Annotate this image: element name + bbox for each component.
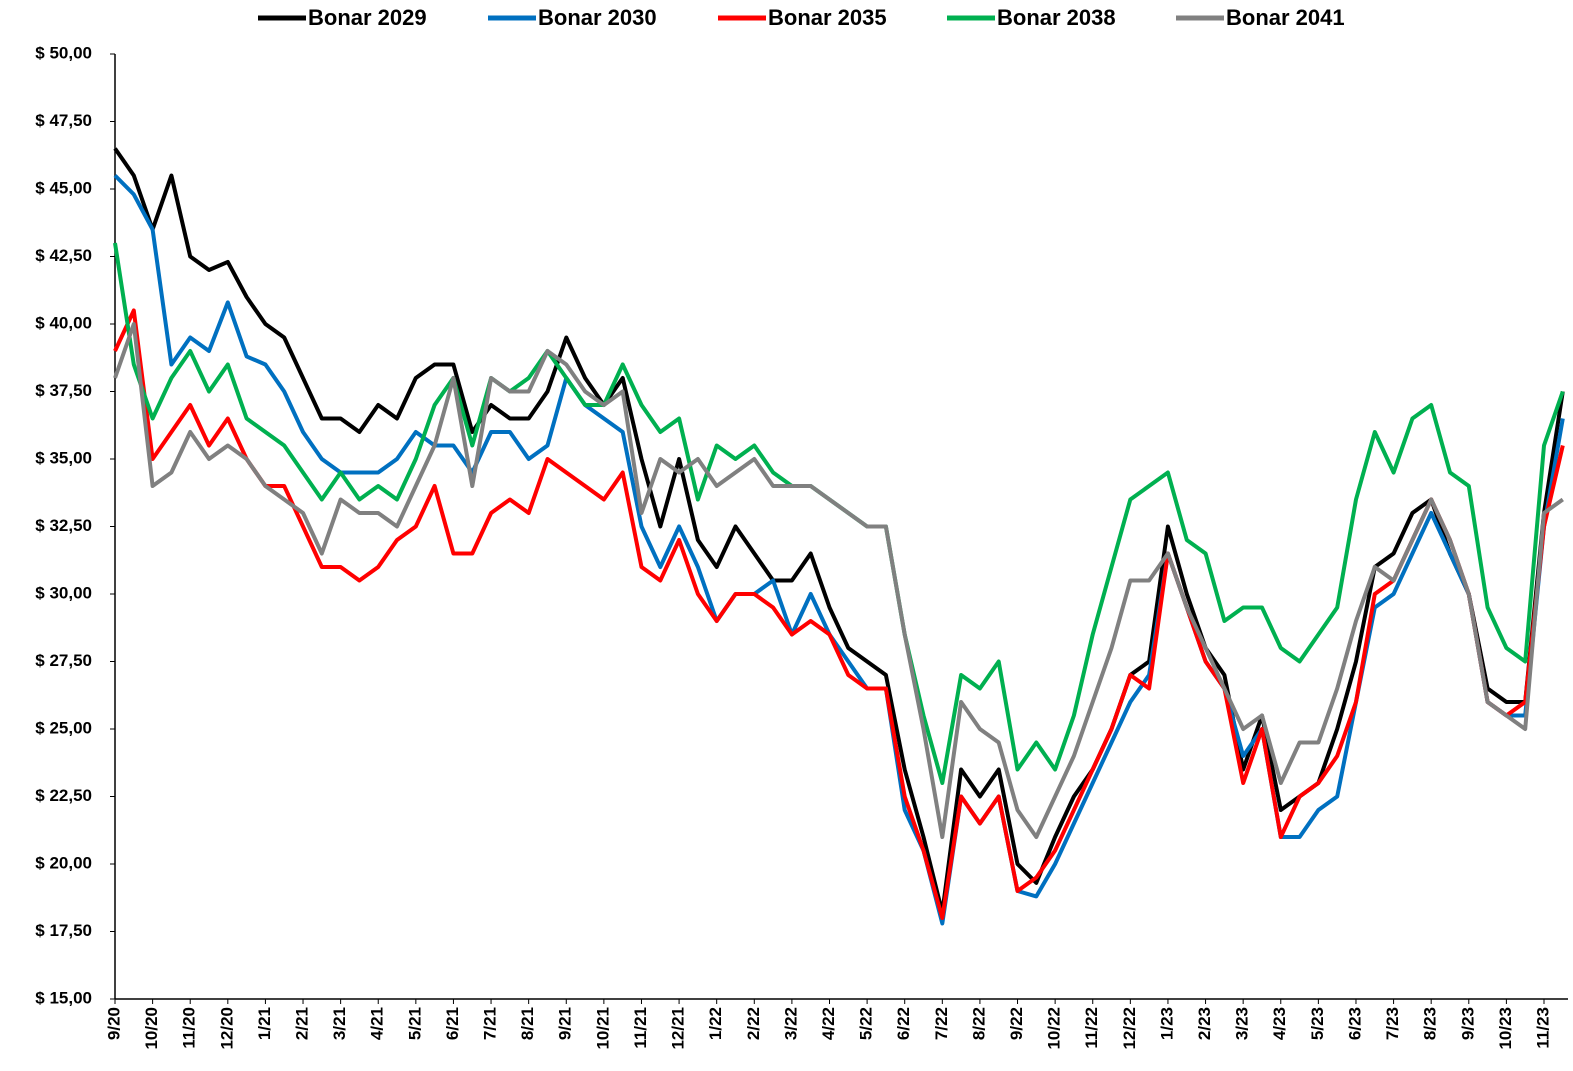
x-tick-label: 1/23 (1157, 1007, 1176, 1040)
y-tick-label: $ 47,50 (35, 111, 92, 130)
x-tick-label: 7/23 (1383, 1007, 1402, 1040)
x-tick-label: 5/21 (405, 1007, 424, 1040)
x-tick-label: 6/23 (1345, 1007, 1364, 1040)
x-tick-label: 2/22 (744, 1007, 763, 1040)
y-tick-label: $ 20,00 (35, 853, 92, 872)
legend-label: Bonar 2029 (308, 5, 427, 30)
y-tick-label: $ 32,50 (35, 516, 92, 535)
y-tick-label: $ 25,00 (35, 718, 92, 737)
y-tick-label: $ 35,00 (35, 448, 92, 467)
x-tick-label: 12/21 (669, 1007, 688, 1050)
x-tick-label: 10/20 (142, 1007, 161, 1050)
x-tick-label: 2/21 (293, 1007, 312, 1040)
x-tick-label: 8/22 (969, 1007, 988, 1040)
x-tick-label: 3/22 (781, 1007, 800, 1040)
legend-label: Bonar 2035 (768, 5, 887, 30)
y-tick-label: $ 15,00 (35, 988, 92, 1007)
legend-label: Bonar 2041 (1226, 5, 1345, 30)
y-tick-label: $ 50,00 (35, 43, 92, 62)
x-tick-label: 10/22 (1045, 1007, 1064, 1050)
x-tick-label: 5/22 (857, 1007, 876, 1040)
x-tick-label: 4/22 (819, 1007, 838, 1040)
x-tick-label: 3/23 (1233, 1007, 1252, 1040)
x-tick-label: 10/21 (593, 1007, 612, 1050)
x-tick-label: 3/21 (330, 1007, 349, 1040)
x-tick-label: 11/20 (180, 1007, 199, 1049)
legend-label: Bonar 2038 (997, 5, 1116, 30)
series-line (113, 322, 1564, 839)
x-tick-label: 11/21 (631, 1007, 650, 1049)
y-tick-label: $ 37,50 (35, 381, 92, 400)
series-line (113, 147, 1565, 915)
x-tick-label: 9/22 (1007, 1007, 1026, 1040)
y-tick-label: $ 40,00 (35, 313, 92, 332)
x-tick-label: 1/21 (255, 1007, 274, 1040)
x-tick-label: 6/22 (894, 1007, 913, 1040)
x-tick-label: 12/20 (217, 1007, 236, 1050)
x-tick-label: 9/20 (104, 1007, 123, 1040)
legend-label: Bonar 2030 (538, 5, 657, 30)
x-tick-label: 9/23 (1458, 1007, 1477, 1040)
y-tick-label: $ 27,50 (35, 651, 92, 670)
y-tick-label: $ 45,00 (35, 178, 92, 197)
x-tick-label: 11/23 (1533, 1007, 1552, 1049)
x-tick-label: 6/21 (443, 1007, 462, 1040)
x-tick-label: 2/23 (1195, 1007, 1214, 1040)
y-tick-label: $ 17,50 (35, 921, 92, 940)
x-tick-label: 4/23 (1270, 1007, 1289, 1040)
series-line (113, 308, 1565, 920)
series-line (113, 174, 1565, 926)
y-tick-label: $ 22,50 (35, 786, 92, 805)
x-tick-label: 11/22 (1082, 1007, 1101, 1049)
x-tick-label: 9/21 (556, 1007, 575, 1040)
x-tick-label: 7/21 (481, 1007, 500, 1040)
y-tick-label: $ 30,00 (35, 583, 92, 602)
x-tick-label: 8/21 (518, 1007, 537, 1040)
x-tick-label: 10/23 (1496, 1007, 1515, 1050)
x-tick-label: 12/22 (1120, 1007, 1139, 1050)
x-tick-label: 5/23 (1308, 1007, 1327, 1040)
x-tick-label: 7/22 (932, 1007, 951, 1040)
x-tick-label: 1/22 (706, 1007, 725, 1040)
x-tick-label: 8/23 (1421, 1007, 1440, 1040)
y-tick-label: $ 42,50 (35, 246, 92, 265)
x-tick-label: 4/21 (368, 1007, 387, 1040)
